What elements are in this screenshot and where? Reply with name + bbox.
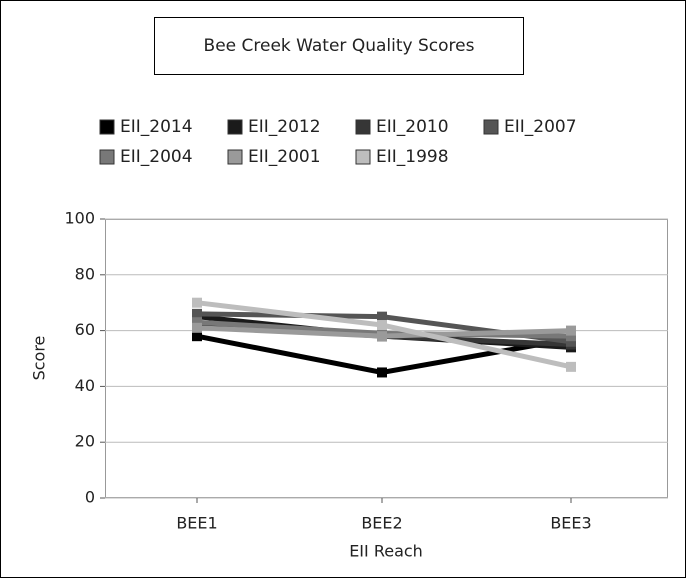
- legend-label: EII_2010: [376, 117, 449, 137]
- y-tick-label: 20: [75, 432, 95, 451]
- title-box: [154, 17, 524, 75]
- point: [192, 331, 202, 342]
- point: [192, 322, 202, 333]
- y-tick-label: 40: [75, 376, 95, 395]
- legend-swatch: [99, 119, 115, 135]
- legend-swatch: [227, 149, 243, 165]
- point: [566, 336, 576, 347]
- y-tick-label: 60: [75, 320, 95, 339]
- point: [566, 331, 576, 342]
- legend-label: EII_1998: [376, 147, 449, 167]
- legend-swatch: [355, 149, 371, 165]
- plot-area: [105, 219, 668, 498]
- point: [377, 331, 387, 342]
- x-tick-label: BEE1: [176, 514, 217, 533]
- legend-swatch: [227, 119, 243, 135]
- point: [192, 297, 202, 308]
- legend-swatch: [99, 149, 115, 165]
- legend-swatch: [483, 119, 499, 135]
- x-tick-label: BEE2: [361, 514, 402, 533]
- legend-label: EII_2012: [248, 117, 321, 137]
- y-axis-label: Score: [30, 336, 49, 381]
- chart-title: Bee Creek Water Quality Scores: [204, 36, 475, 56]
- x-tick-label: BEE3: [550, 514, 591, 533]
- y-tick-label: 0: [85, 488, 95, 507]
- point: [566, 361, 576, 372]
- y-tick-label: 80: [75, 264, 95, 283]
- point: [192, 308, 202, 319]
- point: [377, 320, 387, 331]
- legend-swatch: [355, 119, 371, 135]
- legend-label: EII_2014: [120, 117, 193, 137]
- y-tick-label: 100: [64, 209, 95, 228]
- legend-label: EII_2007: [504, 117, 577, 137]
- x-axis-label: EII Reach: [349, 542, 423, 561]
- legend-label: EII_2001: [248, 147, 321, 167]
- point: [377, 311, 387, 322]
- legend-label: EII_2004: [120, 147, 193, 167]
- point: [566, 325, 576, 336]
- point: [192, 317, 202, 328]
- point: [377, 367, 387, 378]
